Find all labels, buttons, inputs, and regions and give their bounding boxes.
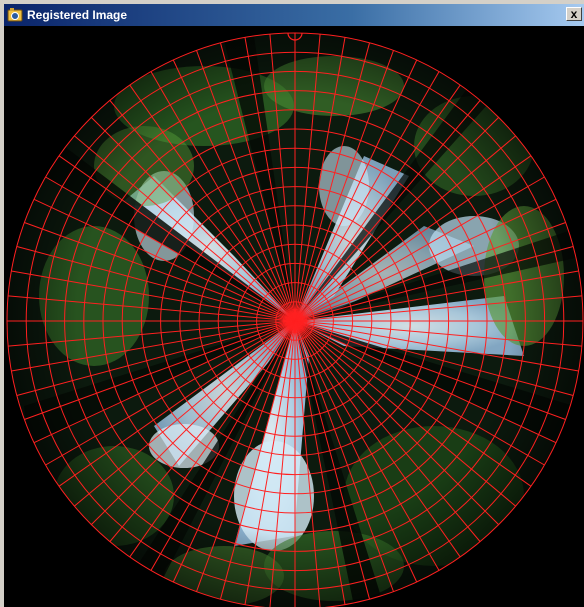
grid-spoke [294, 320, 500, 526]
grid-spoke [90, 320, 296, 526]
title-bar[interactable]: Registered Image x [4, 4, 584, 26]
fisheye-canopy-image [6, 32, 584, 607]
grid-spoke [294, 100, 481, 322]
grid-spoke [109, 100, 296, 322]
grid-spoke [294, 320, 440, 571]
grid-spoke [294, 50, 394, 322]
grid-spoke [109, 320, 296, 542]
grid-spoke [294, 320, 582, 347]
grid-spoke [129, 320, 296, 558]
grid-spoke [33, 198, 296, 322]
grid-spoke [24, 320, 296, 420]
grid-spoke [150, 71, 296, 322]
grid-spoke [294, 176, 545, 322]
grid-spoke [294, 320, 574, 397]
camera-app-icon [7, 7, 23, 23]
window-title: Registered Image [27, 8, 128, 22]
grid-spoke [294, 320, 516, 507]
grid-spoke [294, 320, 579, 372]
grid-spoke [294, 222, 566, 322]
grid-spoke [45, 320, 296, 466]
grid-spoke [294, 320, 566, 420]
grid-spoke [8, 320, 296, 347]
grid-spoke [58, 155, 296, 322]
grid-spoke [196, 320, 296, 592]
grid-spoke [294, 295, 582, 322]
grid-spoke [294, 155, 532, 322]
grid-spoke [294, 320, 557, 444]
grid-spoke [11, 320, 296, 372]
grid-spoke [294, 37, 346, 322]
grid-spoke [294, 116, 500, 322]
grid-spoke [150, 320, 296, 571]
grid-spoke [16, 245, 296, 322]
grid-spoke [45, 176, 296, 322]
grid-spoke [294, 320, 346, 605]
hemispherical-image-viewport[interactable] [4, 26, 584, 607]
grid-spoke [294, 270, 579, 322]
grid-spoke [244, 320, 296, 605]
grid-spoke [16, 320, 296, 397]
grid-spoke [294, 59, 418, 322]
grid-spoke [294, 320, 371, 600]
grid-spoke [8, 295, 296, 322]
grid-spoke [196, 50, 296, 322]
grid-spoke [269, 34, 296, 322]
grid-spoke [74, 135, 296, 322]
grid-spoke [244, 37, 296, 322]
grid-spoke [58, 320, 296, 487]
grid-spoke [294, 42, 371, 322]
grid-spoke [219, 320, 296, 600]
grid-spoke [172, 59, 296, 322]
grid-spoke [294, 198, 557, 322]
grid-spoke [219, 42, 296, 322]
grid-spoke [294, 320, 321, 607]
polar-grid-overlay [6, 32, 584, 607]
grid-spoke [294, 320, 418, 583]
close-icon: x [570, 7, 578, 21]
grid-spoke [294, 34, 321, 322]
grid-spoke [294, 135, 516, 322]
north-marker [287, 32, 303, 41]
grid-spoke [294, 320, 532, 487]
grid-spoke [24, 222, 296, 322]
grid-spoke [294, 84, 461, 322]
grid-spoke [294, 245, 574, 322]
grid-spoke [172, 320, 296, 583]
grid-spoke [294, 71, 440, 322]
grid-spoke [294, 320, 545, 466]
grid-spoke [74, 320, 296, 507]
grid-spoke [33, 320, 296, 444]
grid-spoke [90, 116, 296, 322]
grid-spoke [294, 320, 481, 542]
grid-spoke [11, 270, 296, 322]
grid-spoke [269, 320, 296, 607]
grid-spoke [294, 320, 394, 592]
close-button[interactable]: x [566, 7, 582, 21]
grid-spoke [294, 320, 461, 558]
grid-spoke [129, 84, 296, 322]
